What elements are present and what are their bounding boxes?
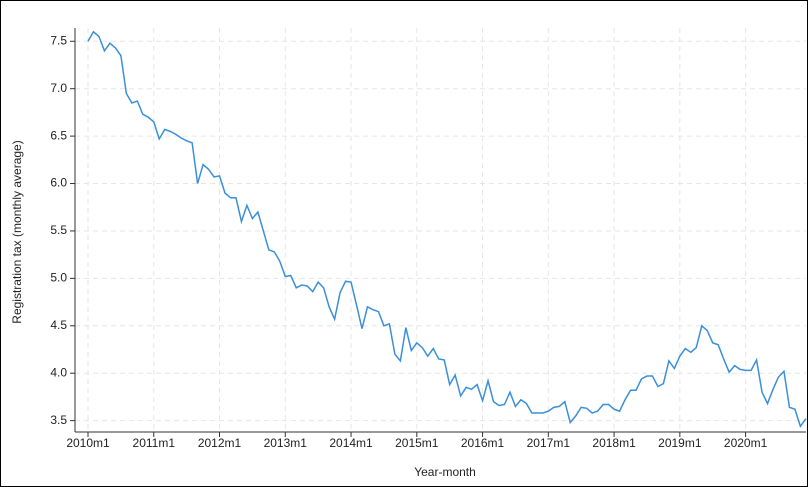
x-tick-label: 2010m1 — [66, 436, 110, 450]
y-tick-label: 4.5 — [50, 318, 67, 332]
x-tick-label: 2015m1 — [395, 436, 439, 450]
y-tick-label: 3.5 — [50, 413, 67, 427]
y-tick-label: 7.5 — [50, 33, 67, 47]
y-tick-label: 6.5 — [50, 128, 67, 142]
x-tick-label: 2014m1 — [329, 436, 373, 450]
x-tick-label: 2020m1 — [724, 436, 768, 450]
y-tick-label: 4.0 — [50, 365, 67, 379]
x-tick-label: 2016m1 — [461, 436, 505, 450]
x-tick-label: 2011m1 — [133, 436, 176, 450]
x-tick-label: 2013m1 — [264, 436, 308, 450]
x-tick-label: 2017m1 — [527, 436, 571, 450]
x-tick-label: 2018m1 — [592, 436, 636, 450]
x-tick-label: 2012m1 — [198, 436, 242, 450]
x-tick-label: 2019m1 — [658, 436, 702, 450]
y-tick-label: 5.0 — [50, 271, 67, 285]
x-axis-title: Year-month — [414, 465, 476, 479]
y-tick-label: 5.5 — [50, 223, 67, 237]
y-tick-label: 7.0 — [50, 81, 67, 95]
data-line — [87, 30, 807, 428]
y-axis-title: Registration tax (monthly average) — [10, 140, 24, 323]
y-tick-label: 6.0 — [50, 176, 67, 190]
